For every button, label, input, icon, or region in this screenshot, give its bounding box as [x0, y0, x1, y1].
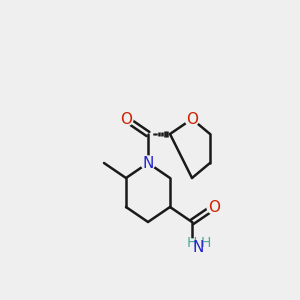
- Text: H: H: [201, 236, 211, 250]
- Circle shape: [185, 112, 199, 126]
- Text: O: O: [208, 200, 220, 214]
- Circle shape: [207, 200, 221, 214]
- Text: N: N: [142, 155, 154, 170]
- Text: O: O: [120, 112, 132, 127]
- Circle shape: [180, 239, 204, 263]
- Text: N: N: [192, 241, 204, 256]
- Circle shape: [141, 156, 155, 170]
- Text: O: O: [186, 112, 198, 127]
- Circle shape: [119, 112, 133, 126]
- Text: H: H: [187, 236, 197, 250]
